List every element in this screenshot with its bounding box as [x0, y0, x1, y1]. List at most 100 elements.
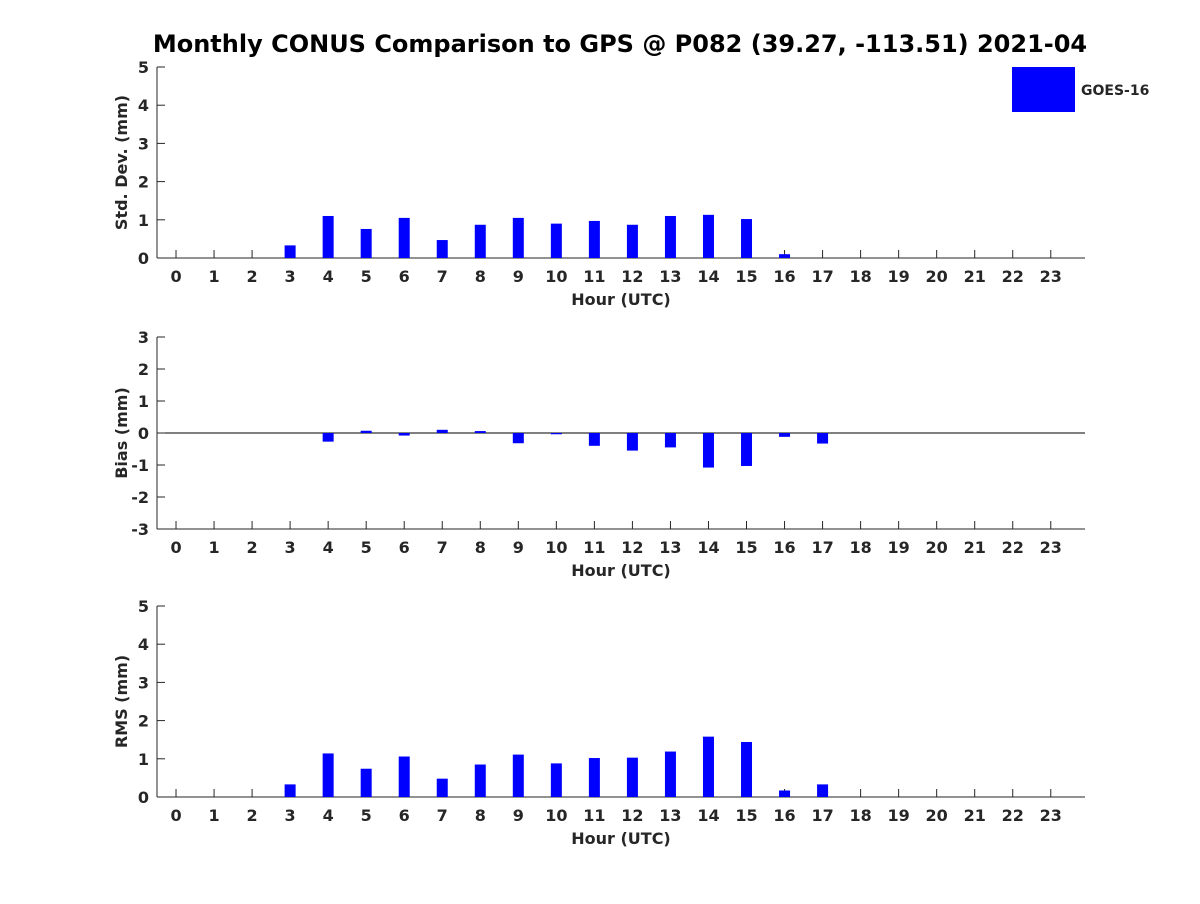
bar-hour-10 — [550, 433, 562, 435]
bar-hour-5 — [360, 430, 372, 433]
x-tick-label: 13 — [659, 538, 681, 557]
x-tick-label: 5 — [361, 806, 372, 825]
x-tick-label: 1 — [208, 538, 219, 557]
bar-hour-4 — [322, 215, 334, 258]
bar-hour-17 — [817, 784, 829, 797]
bar-hour-15 — [741, 433, 753, 466]
legend: GOES-16 — [1012, 67, 1149, 112]
x-tick-label: 19 — [888, 267, 910, 286]
x-tick-label: 10 — [545, 267, 567, 286]
y-tick-label: -3 — [131, 520, 149, 539]
y-tick-label: -1 — [131, 456, 149, 475]
x-tick-label: 18 — [849, 267, 871, 286]
x-tick-label: 5 — [361, 267, 372, 286]
legend-swatch — [1012, 67, 1075, 112]
x-tick-label: 3 — [285, 538, 296, 557]
x-tick-label: 4 — [323, 538, 334, 557]
y-axis-label: Bias (mm) — [112, 387, 131, 479]
bar-hour-13 — [664, 215, 676, 258]
x-tick-label: 20 — [926, 267, 948, 286]
x-tick-label: 2 — [247, 538, 258, 557]
x-tick-label: 8 — [475, 806, 486, 825]
bar-hour-7 — [436, 429, 448, 433]
x-tick-label: 3 — [285, 267, 296, 286]
x-tick-label: 17 — [811, 267, 833, 286]
x-tick-label: 18 — [849, 538, 871, 557]
x-tick-label: 6 — [399, 806, 410, 825]
x-tick-label: 8 — [475, 267, 486, 286]
x-tick-label: 9 — [513, 267, 524, 286]
y-tick-label: 3 — [138, 134, 149, 153]
x-tick-label: 0 — [170, 806, 181, 825]
x-tick-label: 2 — [247, 806, 258, 825]
x-tick-label: 19 — [888, 806, 910, 825]
bar-hour-11 — [588, 758, 600, 797]
bar-hour-6 — [398, 756, 410, 797]
x-tick-label: 15 — [735, 806, 757, 825]
chart-title: Monthly CONUS Comparison to GPS @ P082 (… — [152, 30, 1088, 58]
bar-hour-5 — [360, 768, 372, 797]
x-tick-label: 0 — [170, 267, 181, 286]
y-axis-label: RMS (mm) — [112, 655, 131, 748]
x-tick-label: 20 — [926, 538, 948, 557]
x-tick-label: 17 — [811, 538, 833, 557]
bar-hour-13 — [664, 751, 676, 797]
x-tick-label: 11 — [583, 267, 605, 286]
y-tick-label: 2 — [138, 173, 149, 192]
y-tick-label: 4 — [138, 96, 149, 115]
bar-hour-15 — [741, 741, 753, 797]
y-tick-label: 0 — [138, 788, 149, 807]
bar-hour-5 — [360, 228, 372, 258]
x-tick-label: 21 — [964, 267, 986, 286]
bar-hour-12 — [626, 433, 638, 451]
y-tick-label: 1 — [138, 750, 149, 769]
x-tick-label: 22 — [1002, 267, 1024, 286]
x-tick-label: 22 — [1002, 806, 1024, 825]
x-tick-label: 12 — [621, 806, 643, 825]
bar-hour-16 — [779, 790, 791, 797]
x-tick-label: 16 — [773, 806, 795, 825]
bar-hour-7 — [436, 778, 448, 797]
x-tick-label: 7 — [437, 806, 448, 825]
x-tick-label: 12 — [621, 538, 643, 557]
bar-hour-4 — [322, 433, 334, 442]
bar-hour-11 — [588, 220, 600, 258]
x-tick-label: 7 — [437, 538, 448, 557]
x-tick-label: 23 — [1040, 267, 1062, 286]
x-tick-label: 15 — [735, 267, 757, 286]
bar-hour-9 — [512, 433, 524, 444]
x-tick-label: 13 — [659, 806, 681, 825]
x-tick-label: 2 — [247, 267, 258, 286]
x-tick-label: 22 — [1002, 538, 1024, 557]
bar-hour-16 — [779, 433, 791, 437]
x-tick-label: 13 — [659, 267, 681, 286]
bar-hour-15 — [741, 219, 753, 258]
bar-hour-17 — [817, 433, 829, 444]
bar-hour-3 — [284, 245, 296, 258]
x-tick-label: 16 — [773, 538, 795, 557]
y-tick-label: -2 — [131, 488, 149, 507]
bar-hour-14 — [702, 214, 714, 258]
x-tick-label: 17 — [811, 806, 833, 825]
x-tick-label: 4 — [323, 267, 334, 286]
x-tick-label: 23 — [1040, 806, 1062, 825]
legend-label: GOES-16 — [1081, 83, 1149, 99]
x-tick-label: 12 — [621, 267, 643, 286]
bar-hour-12 — [626, 757, 638, 797]
bar-hour-16 — [779, 254, 791, 258]
bar-hour-8 — [474, 431, 486, 433]
bar-hour-12 — [626, 224, 638, 258]
x-tick-label: 9 — [513, 538, 524, 557]
bar-hour-8 — [474, 764, 486, 797]
bar-hour-4 — [322, 753, 334, 797]
x-tick-label: 19 — [888, 538, 910, 557]
x-axis-label: Hour (UTC) — [571, 829, 671, 848]
y-tick-label: 2 — [138, 360, 149, 379]
y-tick-label: 1 — [138, 211, 149, 230]
bar-hour-11 — [588, 433, 600, 446]
